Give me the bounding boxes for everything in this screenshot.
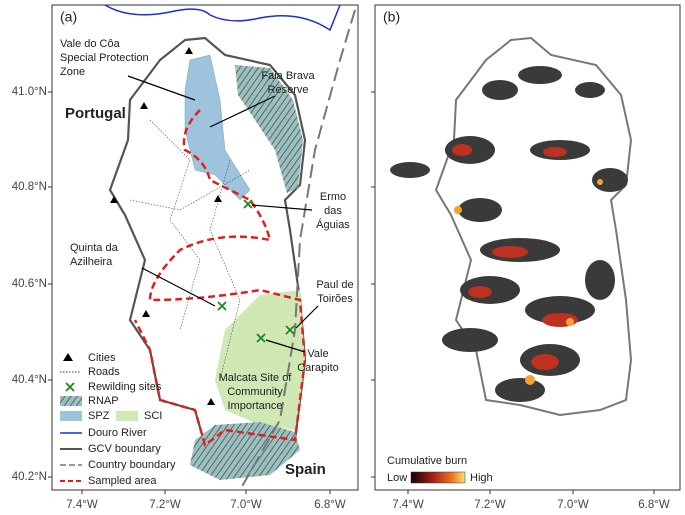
x-tick-label: 7.2°W [149, 499, 181, 511]
x-tick-label: 7.4°W [392, 499, 424, 511]
legend-label: SPZ [88, 410, 110, 422]
annotation: Quinta da [70, 242, 119, 254]
annotation: Importance [227, 400, 282, 412]
burned-areas-peak [454, 179, 603, 385]
annotation: Ermo [320, 191, 346, 203]
sampled-area [133, 109, 307, 448]
country-boundary [239, 9, 356, 490]
x-tick-label: 7.0°W [230, 499, 262, 511]
x-tick-label: 6.8°W [314, 499, 346, 511]
roads [129, 119, 251, 381]
legend-label: RNAP [88, 395, 119, 407]
legend-symbols [60, 353, 138, 482]
annotation: Special Protection [60, 52, 149, 64]
annotation: Toirões [317, 293, 353, 305]
y-tick-label: 40.8°N [12, 181, 47, 193]
annotation: Spain [285, 461, 326, 478]
x-tick-label: 7.4°W [66, 499, 98, 511]
legend-label: SCI [144, 410, 162, 422]
annotation: Azilheira [70, 256, 113, 268]
burn-legend-low: Low [387, 472, 407, 484]
annotation: Vale do Côa [60, 38, 121, 50]
annotation: Zone [60, 66, 85, 78]
rewilding-sites [217, 199, 295, 343]
annotation: das [324, 205, 342, 217]
annotation: Malcata Site of [219, 372, 293, 384]
annotation: Vale [307, 348, 328, 360]
annotation: Community [227, 386, 283, 398]
leader-lines [127, 75, 319, 353]
y-tick-label: 40.6°N [12, 278, 47, 290]
burn-colorbar [410, 471, 466, 484]
legend-label: Country boundary [88, 459, 176, 471]
y-tick-label: 40.2°N [12, 471, 47, 483]
x-tick-label: 7.2°W [474, 499, 506, 511]
x-tick-label: 6.8°W [638, 499, 670, 511]
legend-label: Sampled area [88, 475, 157, 487]
legend-label: GCV boundary [88, 443, 161, 455]
y-tick-label: 41.0°N [12, 86, 47, 98]
legend-label: Cities [88, 352, 116, 364]
legend-label: Douro River [88, 427, 147, 439]
douro-river [104, 5, 341, 32]
map-a [60, 5, 356, 490]
burn-legend-high: High [470, 472, 493, 484]
legend-label: Rewilding sites [88, 381, 162, 393]
annotation: Reserve [268, 84, 309, 96]
burn-legend-title: Cumulative burn [387, 455, 467, 467]
y-tick-label: 40.4°N [12, 374, 47, 386]
rnap [235, 65, 303, 193]
x-tick-label: 7.0°W [557, 499, 589, 511]
annotation: Carapito [297, 362, 339, 374]
panel-label: (a) [60, 9, 77, 25]
panel-label: (b) [383, 9, 400, 25]
sci [215, 290, 305, 430]
annotation: Portugal [65, 105, 126, 122]
annotation: Faia Brava [261, 70, 315, 82]
annotation: Paul de [316, 279, 353, 291]
map-b [390, 36, 633, 484]
annotation: Águias [316, 218, 350, 231]
legend-label: Roads [88, 366, 120, 378]
cities [110, 47, 222, 405]
